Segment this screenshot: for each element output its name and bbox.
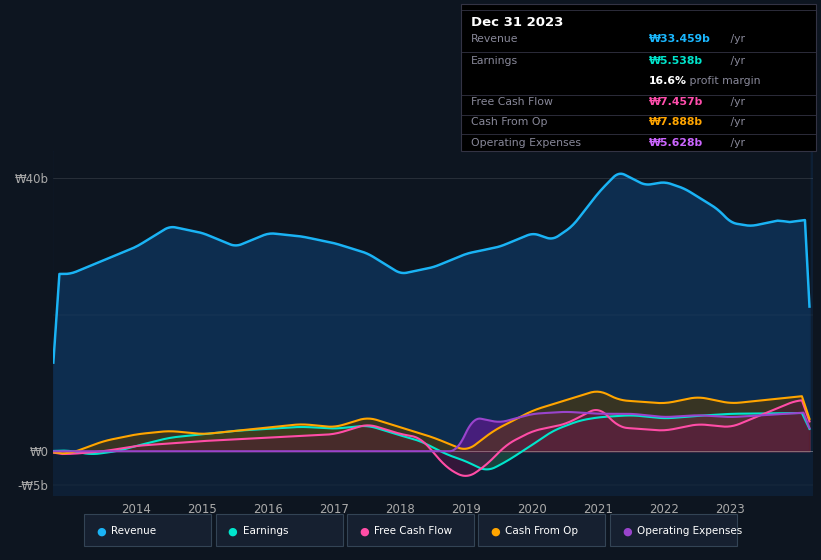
- Text: ●: ●: [97, 527, 106, 537]
- Text: ₩5.628b: ₩5.628b: [649, 138, 703, 148]
- Text: Cash From Op: Cash From Op: [506, 526, 578, 536]
- Text: ●: ●: [622, 527, 631, 537]
- Text: Free Cash Flow: Free Cash Flow: [374, 526, 452, 536]
- Text: profit margin: profit margin: [686, 76, 761, 86]
- Text: /yr: /yr: [727, 97, 745, 108]
- Text: ₩5.538b: ₩5.538b: [649, 57, 703, 67]
- Text: ●: ●: [360, 527, 369, 537]
- Text: ●: ●: [228, 527, 237, 537]
- Text: Operating Expenses: Operating Expenses: [471, 138, 581, 148]
- Text: /yr: /yr: [727, 57, 745, 67]
- Text: Earnings: Earnings: [471, 57, 518, 67]
- Text: Revenue: Revenue: [471, 34, 519, 44]
- Text: 16.6%: 16.6%: [649, 76, 686, 86]
- Text: Revenue: Revenue: [112, 526, 156, 536]
- Text: /yr: /yr: [727, 138, 745, 148]
- Text: ₩7.888b: ₩7.888b: [649, 117, 703, 127]
- Text: Earnings: Earnings: [243, 526, 288, 536]
- Text: Free Cash Flow: Free Cash Flow: [471, 97, 553, 108]
- Text: /yr: /yr: [727, 34, 745, 44]
- Text: ●: ●: [491, 527, 500, 537]
- Text: Operating Expenses: Operating Expenses: [637, 526, 742, 536]
- Text: ₩33.459b: ₩33.459b: [649, 34, 710, 44]
- Text: /yr: /yr: [727, 117, 745, 127]
- Text: Dec 31 2023: Dec 31 2023: [471, 16, 564, 29]
- Text: Cash From Op: Cash From Op: [471, 117, 548, 127]
- Text: ₩7.457b: ₩7.457b: [649, 97, 703, 108]
